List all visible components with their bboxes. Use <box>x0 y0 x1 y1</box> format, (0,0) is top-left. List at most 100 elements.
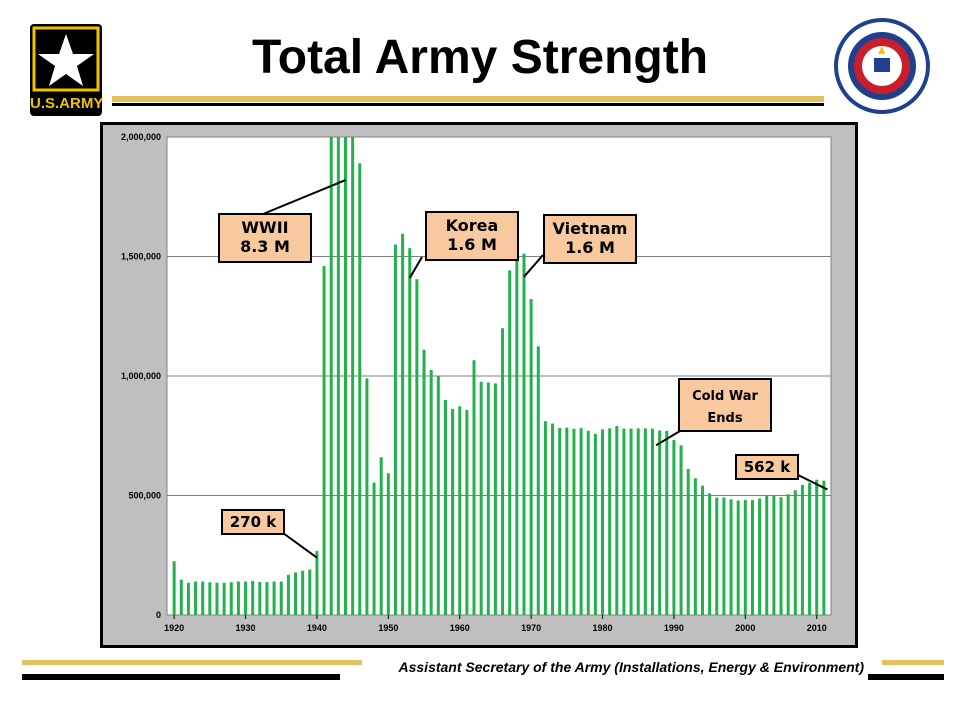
bar <box>351 137 355 615</box>
bar <box>393 244 397 616</box>
bar <box>415 279 419 615</box>
bar <box>465 409 469 615</box>
bar <box>543 421 547 615</box>
bar <box>258 582 262 615</box>
bar <box>308 569 312 615</box>
bar <box>643 428 647 615</box>
x-tick-label: 2000 <box>735 623 755 633</box>
callout-wwii-line2: 8.3 M <box>240 237 290 256</box>
callout-vietnam: Vietnam 1.6 M <box>543 214 637 264</box>
bar <box>736 500 740 615</box>
bar <box>708 493 712 615</box>
bar <box>601 429 605 615</box>
callout-korea-line2: 1.6 M <box>447 235 497 254</box>
bar <box>722 497 726 615</box>
callout-coldwar-line2: Ends <box>707 411 743 426</box>
bar <box>236 581 240 615</box>
bar <box>651 428 655 615</box>
bar <box>501 328 505 615</box>
bar <box>586 430 590 615</box>
bar <box>451 408 455 615</box>
x-tick-label: 1930 <box>236 623 256 633</box>
bar <box>472 360 476 615</box>
leader-line-wwii <box>262 179 346 215</box>
bar <box>322 266 326 615</box>
bar <box>615 425 619 615</box>
x-tick-label: 1980 <box>593 623 613 633</box>
bar <box>593 433 597 615</box>
x-tick-label: 1950 <box>378 623 398 633</box>
leader-line-562k <box>797 474 828 491</box>
bar <box>672 440 676 615</box>
bar <box>565 427 569 615</box>
bar <box>529 299 533 615</box>
leader-line-korea <box>408 256 423 279</box>
bar <box>700 485 704 615</box>
bar <box>800 484 804 615</box>
bar <box>779 497 783 615</box>
bar <box>215 582 219 615</box>
bar <box>558 427 562 615</box>
x-tick-label: 1940 <box>307 623 327 633</box>
bar <box>422 349 426 615</box>
us-army-logo: U.S.ARMY <box>30 24 104 116</box>
bar <box>636 428 640 615</box>
callout-vietnam-line1: Vietnam <box>552 219 628 238</box>
bar <box>815 479 819 615</box>
bar <box>386 473 390 615</box>
bar <box>522 253 526 615</box>
callout-cold-war: Cold War Ends <box>678 378 772 432</box>
bar <box>429 370 433 615</box>
bar <box>301 570 305 615</box>
bar <box>229 582 233 615</box>
bar <box>272 581 276 615</box>
bar <box>294 572 298 615</box>
bar <box>743 499 747 615</box>
bar <box>222 582 226 615</box>
bar <box>286 574 290 615</box>
page-title: Total Army Strength <box>251 31 709 84</box>
header-rule <box>112 96 824 102</box>
bar <box>608 428 612 615</box>
callout-korea: Korea 1.6 M <box>425 211 519 261</box>
bar <box>715 497 719 615</box>
leader-line-vietnam <box>523 254 544 278</box>
callout-vietnam-line2: 1.6 M <box>565 238 615 257</box>
footer-stripe-left <box>22 660 362 665</box>
bar <box>686 468 690 615</box>
bar <box>693 478 697 615</box>
bar <box>786 494 790 615</box>
logo-text: U.S.ARMY <box>30 95 104 112</box>
callout-wwii-line1: WWII <box>241 218 289 237</box>
y-tick-label: 0 <box>156 610 161 620</box>
callout-270k: 270 k <box>221 509 285 535</box>
bar <box>665 430 669 615</box>
asa-seal-icon <box>834 18 930 114</box>
callout-562k: 562 k <box>735 454 799 480</box>
bar <box>508 270 512 615</box>
callout-562k-label: 562 k <box>743 458 791 476</box>
bar <box>265 582 269 615</box>
chart-frame: 0 500,000 1,000,000 1,500,000 2,000,000 1920 1… <box>100 122 858 648</box>
bar <box>343 137 347 615</box>
bar <box>172 561 176 615</box>
bar <box>579 428 583 615</box>
bar <box>479 381 483 615</box>
bar <box>194 581 198 615</box>
bar <box>458 406 462 615</box>
footer-stripe-right <box>882 660 944 665</box>
bar <box>808 482 812 615</box>
star-icon <box>32 26 100 92</box>
bar <box>793 490 797 615</box>
x-tick-label: 2010 <box>807 623 827 633</box>
callout-coldwar-line1: Cold War <box>692 389 758 404</box>
bar <box>329 137 333 615</box>
bar <box>208 582 212 615</box>
bar <box>486 382 490 615</box>
leader-line-cold-war <box>655 430 681 447</box>
bar <box>365 378 369 615</box>
x-tick-label: 1970 <box>521 623 541 633</box>
bar <box>772 495 776 615</box>
footer-black-right <box>868 674 944 680</box>
bar <box>658 430 662 615</box>
